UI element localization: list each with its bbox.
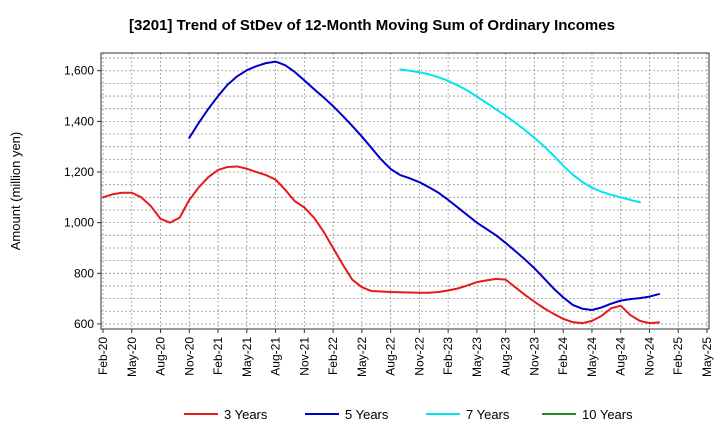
legend-label: 3 Years: [224, 407, 268, 422]
series-line-3-years: [102, 165, 661, 325]
x-tick-label: Feb-24: [556, 337, 570, 375]
series-layer: [102, 60, 661, 325]
x-tick-label: Feb-25: [671, 337, 685, 375]
x-tick-label: Nov-24: [642, 337, 656, 376]
x-axis-ticks: Feb-20 May-20 Aug-20 Nov-20 Feb-21 May-21 Aug-…: [96, 329, 714, 377]
legend-label: 5 Years: [345, 407, 389, 422]
y-tick-label: 1,600: [64, 64, 94, 78]
x-tick-label: May-24: [585, 337, 599, 377]
x-tick-label: Aug-21: [269, 337, 283, 376]
y-axis-ticks: 600 800 1,000 1,200 1,400 1,600: [64, 64, 101, 331]
legend-label: 7 Years: [466, 407, 510, 422]
y-tick-label: 1,000: [64, 216, 94, 230]
x-tick-label: Aug-23: [499, 337, 513, 376]
plot-frame: [100, 52, 710, 330]
y-tick-label: 1,400: [64, 114, 94, 128]
series-line-7-years: [399, 68, 641, 204]
y-tick-label: 800: [74, 266, 94, 280]
x-tick-label: May-21: [240, 337, 254, 377]
x-tick-label: May-20: [125, 337, 139, 377]
x-tick-label: Aug-20: [154, 337, 168, 376]
y-tick-label: 1,200: [64, 165, 94, 179]
plot-area: [101, 53, 709, 329]
x-tick-label: Nov-20: [182, 337, 196, 376]
x-tick-label: Feb-23: [441, 337, 455, 375]
series-line-5-years: [188, 60, 661, 312]
x-tick-label: Feb-22: [326, 337, 340, 375]
x-tick-label: Nov-23: [527, 337, 541, 376]
x-tick-label: May-25: [700, 337, 714, 377]
legend: 3 Years 5 Years 7 Years 10 Years: [184, 407, 633, 422]
x-tick-label: Aug-24: [614, 337, 628, 376]
x-tick-label: May-23: [470, 337, 484, 377]
x-tick-label: Feb-20: [96, 337, 110, 375]
legend-label: 10 Years: [582, 407, 633, 422]
chart-title: [3201] Trend of StDev of 12-Month Moving…: [129, 17, 615, 34]
x-tick-label: May-22: [355, 337, 369, 377]
x-tick-label: Feb-21: [211, 337, 225, 375]
y-axis-label: Amount (million yen): [8, 132, 23, 251]
y-tick-label: 600: [74, 317, 94, 331]
x-tick-label: Nov-21: [297, 337, 311, 376]
x-tick-label: Aug-22: [384, 337, 398, 376]
x-tick-label: Nov-22: [412, 337, 426, 376]
